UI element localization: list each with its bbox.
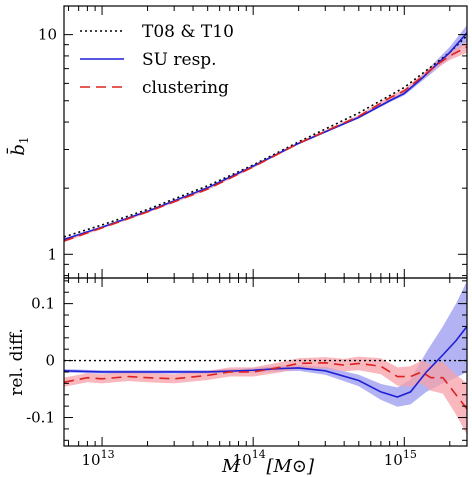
bottom-band-clustering	[64, 356, 467, 435]
bottom-y-tick-label: 0	[45, 352, 55, 370]
top-band-su-resp	[64, 24, 467, 240]
bottom-panel-bands	[64, 280, 467, 435]
top-panel-frame	[63, 5, 468, 279]
bottom-y-tick-label: -0.1	[26, 409, 55, 427]
bottom-y-tick-label: 0.1	[31, 295, 55, 313]
x-tick-label: 1014	[233, 448, 266, 469]
axis-ticks	[64, 6, 467, 446]
top-ylabel: b̄1	[5, 136, 31, 155]
top-panel-lines	[64, 32, 467, 242]
top-panel-bands	[64, 24, 467, 243]
bottom-panel-lines	[64, 325, 467, 410]
xlabel-symbol: M	[221, 456, 241, 477]
legend-label-clustering: clustering	[142, 78, 229, 98]
top-y-tick-label: 1	[47, 245, 57, 263]
top-line-clustering	[64, 46, 467, 242]
legend-label-su-resp: SU resp.	[142, 50, 217, 70]
x-tick-label: 1013	[82, 448, 115, 469]
bottom-band-su-resp	[64, 280, 467, 407]
top-ylabel-sub: 1	[17, 136, 31, 144]
x-tick-label: 1015	[384, 448, 417, 469]
xlabel-unit: [M⊙]	[266, 456, 315, 477]
top-y-tick-label: 10	[38, 26, 57, 44]
bottom-panel-frame	[63, 277, 468, 447]
bottom-line-su-resp	[64, 325, 467, 398]
bottom-line-clustering	[64, 362, 467, 410]
bottom-xlabel: M [M⊙]	[221, 456, 315, 477]
legend-label-t08-t10: T08 & T10	[142, 22, 234, 42]
top-line-su-resp	[64, 32, 467, 241]
bottom-ylabel: rel. diff.	[7, 328, 27, 396]
top-band-clustering	[64, 41, 467, 243]
top-ylabel-main: b̄	[5, 144, 29, 156]
legend: T08 & T10 SU resp. clustering	[80, 22, 234, 98]
tick-labels: 1013 1014 1015 1 10 0.1 0 -0.1	[26, 26, 417, 469]
top-line-t08-t10	[64, 35, 467, 238]
